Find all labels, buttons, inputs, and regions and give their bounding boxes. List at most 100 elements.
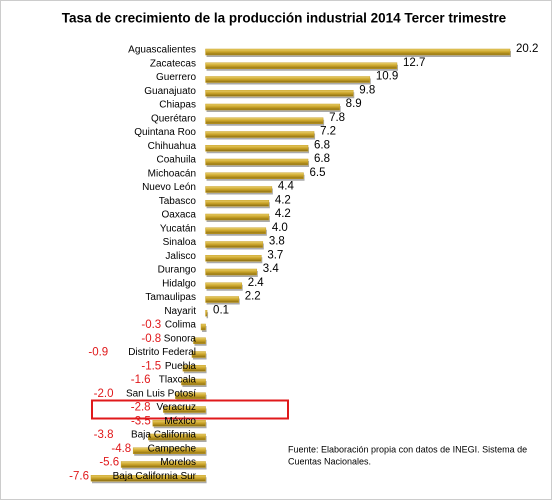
value-label: -0.8 [141, 333, 161, 345]
value-label: 6.5 [310, 167, 326, 179]
y-tick-label: Baja California [131, 430, 196, 441]
y-tick-label: San Luis Potosí [126, 388, 196, 399]
y-tick-label: Sinaloa [163, 237, 197, 248]
value-label: 0.1 [213, 304, 229, 316]
y-tick-label: Baja California Sur [113, 471, 197, 482]
y-tick-label: Querétaro [151, 113, 196, 124]
note: Cuentas Nacionales. [288, 456, 371, 466]
y-tick-label: Guanajuato [144, 86, 196, 97]
bar [205, 268, 258, 276]
y-tick-label: Nuevo León [142, 182, 196, 193]
bar [120, 461, 206, 468]
value-label: 20.2 [516, 43, 538, 55]
value-label: -1.5 [141, 360, 161, 372]
bar [205, 186, 273, 193]
bar [205, 227, 267, 234]
value-label: -0.3 [141, 319, 161, 331]
y-tick-label: Coahuila [157, 155, 197, 166]
bar [163, 406, 206, 413]
bar [205, 310, 208, 317]
y-tick-label: Tlaxcala [159, 375, 197, 386]
y-tick-label: Guerrero [156, 72, 196, 83]
value-label: 4.4 [278, 181, 295, 193]
value-label: 2.4 [248, 277, 265, 289]
bar [205, 213, 270, 221]
bar [205, 90, 354, 97]
bar [205, 158, 309, 166]
y-tick-label: Morelos [160, 457, 196, 468]
value-label: -3.8 [94, 429, 114, 441]
y-tick-label: México [164, 416, 196, 427]
bar [205, 200, 270, 207]
bar [205, 76, 371, 83]
y-tick-label: Oaxaca [162, 210, 197, 221]
value-label: 4.0 [272, 222, 288, 234]
bar [205, 282, 242, 289]
y-tick-label: Chiapas [159, 100, 196, 111]
bar [152, 420, 206, 427]
bar [200, 323, 206, 331]
value-label: -2.0 [94, 388, 114, 400]
value-label: -4.8 [111, 443, 131, 455]
value-label: 6.8 [314, 153, 330, 165]
bar [181, 378, 206, 386]
y-tick-label: Nayarit [164, 306, 196, 317]
note: Fuente: Elaboración propia con datos de … [288, 444, 527, 454]
y-tick-label: Puebla [165, 361, 197, 372]
bar [205, 145, 309, 152]
y-tick-label: Sonora [164, 333, 197, 344]
bar [205, 62, 398, 69]
value-label: -5.6 [99, 457, 119, 469]
value-label: -0.9 [88, 347, 108, 359]
bar [148, 433, 206, 441]
bar [205, 172, 304, 179]
y-tick-label: Tabasco [159, 196, 197, 207]
y-tick-label: Tamaulipas [145, 292, 196, 303]
y-tick-label: Zacatecas [150, 58, 196, 69]
bar [205, 48, 511, 56]
value-label: 8.9 [346, 98, 362, 110]
value-label: 3.4 [263, 263, 280, 275]
bar [205, 255, 262, 262]
bar [90, 475, 206, 482]
y-tick-label: Veracruz [157, 402, 196, 413]
y-tick-label: Chihuahua [148, 141, 197, 152]
bar [205, 117, 324, 124]
value-label: -1.6 [131, 374, 151, 386]
value-label: 3.8 [269, 236, 285, 248]
value-label: 3.7 [267, 249, 283, 261]
value-label: 7.8 [329, 112, 345, 124]
y-tick-label: Distrito Federal [128, 347, 196, 358]
y-tick-label: Hidalgo [162, 278, 196, 289]
bar [193, 337, 206, 344]
value-label: -2.8 [131, 402, 151, 414]
y-tick-label: Jalisco [165, 251, 196, 262]
value-label: 6.8 [314, 139, 330, 151]
value-label: 4.2 [275, 194, 291, 206]
value-label: -7.6 [69, 470, 89, 482]
y-tick-label: Aguascalientes [128, 45, 196, 56]
value-label: -3.5 [131, 415, 151, 427]
value-label: 10.9 [376, 71, 398, 83]
bar [182, 365, 206, 372]
bar [191, 351, 206, 358]
highlight-box [91, 399, 289, 420]
y-tick-label: Colima [165, 320, 197, 331]
bar [205, 131, 315, 138]
bar [205, 296, 239, 303]
y-tick-label: Quintana Roo [134, 127, 196, 138]
y-tick-label: Durango [158, 265, 197, 276]
y-tick-label: Michoacán [148, 168, 196, 179]
y-tick-label: Yucatán [160, 223, 196, 234]
value-label: 7.2 [320, 126, 336, 138]
value-label: 12.7 [403, 57, 425, 69]
value-label: 4.2 [275, 208, 291, 220]
value-label: 9.8 [359, 84, 375, 96]
value-label: 2.2 [245, 291, 261, 303]
bar [205, 103, 340, 111]
y-tick-label: Campeche [148, 443, 197, 454]
bar [175, 392, 206, 399]
bar [132, 447, 206, 454]
chart-title: Tasa de crecimiento de la producción ind… [62, 11, 507, 26]
